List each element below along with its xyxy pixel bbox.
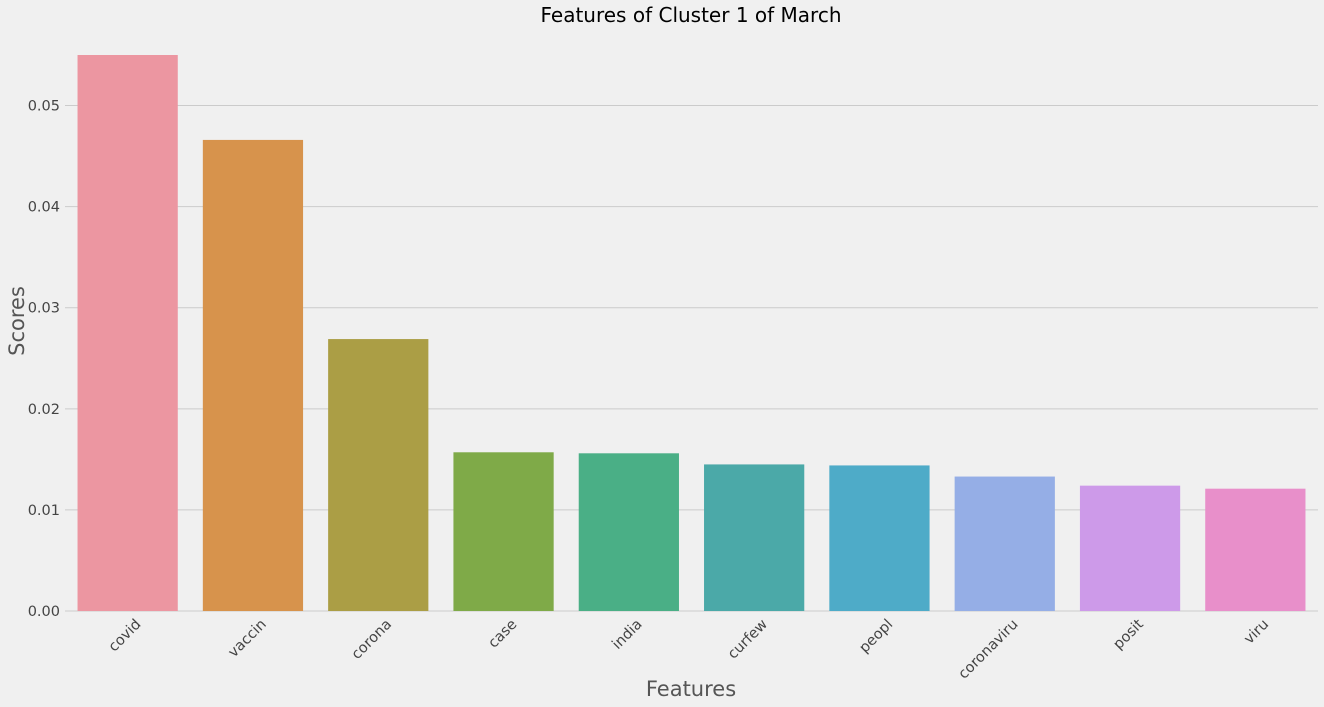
bar-case: [453, 452, 554, 611]
bar-viru: [1205, 488, 1306, 611]
bar-posit: [1079, 485, 1181, 611]
y-axis-label: Scores: [5, 286, 29, 356]
y-tick-label: 0.04: [28, 200, 60, 216]
bar-covid: [77, 55, 178, 611]
bar-curfew: [704, 464, 805, 611]
y-tick-label: 0.01: [28, 503, 60, 519]
bar-india: [578, 453, 679, 611]
y-axis-ticks: 0.00 0.01 0.02 0.03 0.04 0.05: [28, 99, 60, 620]
bar-coronaviru: [954, 476, 1055, 611]
bars: [77, 55, 1306, 611]
x-axis-label: Features: [646, 677, 736, 701]
y-tick-label: 0.00: [28, 604, 60, 620]
bar-corona: [328, 339, 429, 611]
bar-vaccin: [202, 139, 304, 611]
bar-peopl: [829, 465, 930, 611]
chart-title: Features of Cluster 1 of March: [540, 3, 841, 27]
y-tick-label: 0.03: [28, 301, 60, 317]
y-tick-label: 0.05: [28, 99, 60, 115]
y-tick-label: 0.02: [28, 402, 60, 418]
